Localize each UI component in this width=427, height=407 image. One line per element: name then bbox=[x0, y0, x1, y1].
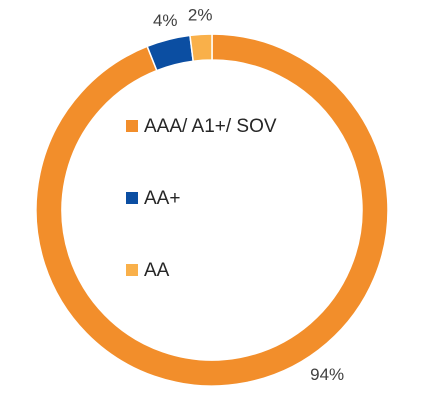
legend: AAA/ A1+/ SOV AA+ AA bbox=[126, 116, 277, 281]
slice-aa bbox=[189, 33, 213, 63]
data-label-aaa-a1-sov: 94% bbox=[310, 365, 344, 384]
legend-swatch bbox=[126, 120, 138, 132]
legend-item-aaa-a1-sov: AAA/ A1+/ SOV bbox=[126, 116, 277, 137]
slice-aa-plus bbox=[146, 34, 195, 72]
data-label-aa: 2% bbox=[188, 5, 213, 24]
legend-label: AA bbox=[144, 260, 170, 281]
slice-aaa-a1-sov bbox=[35, 33, 389, 387]
legend-swatch bbox=[126, 192, 138, 204]
legend-label: AAA/ A1+/ SOV bbox=[144, 116, 277, 137]
legend-swatch bbox=[126, 264, 138, 276]
data-label-aa-plus: 4% bbox=[153, 11, 178, 30]
legend-label: AA+ bbox=[144, 188, 180, 209]
donut-slices bbox=[35, 33, 389, 387]
legend-item-aa-plus: AA+ bbox=[126, 188, 180, 209]
data-labels: 94% 4% 2% bbox=[153, 5, 344, 383]
legend-item-aa: AA bbox=[126, 260, 170, 281]
